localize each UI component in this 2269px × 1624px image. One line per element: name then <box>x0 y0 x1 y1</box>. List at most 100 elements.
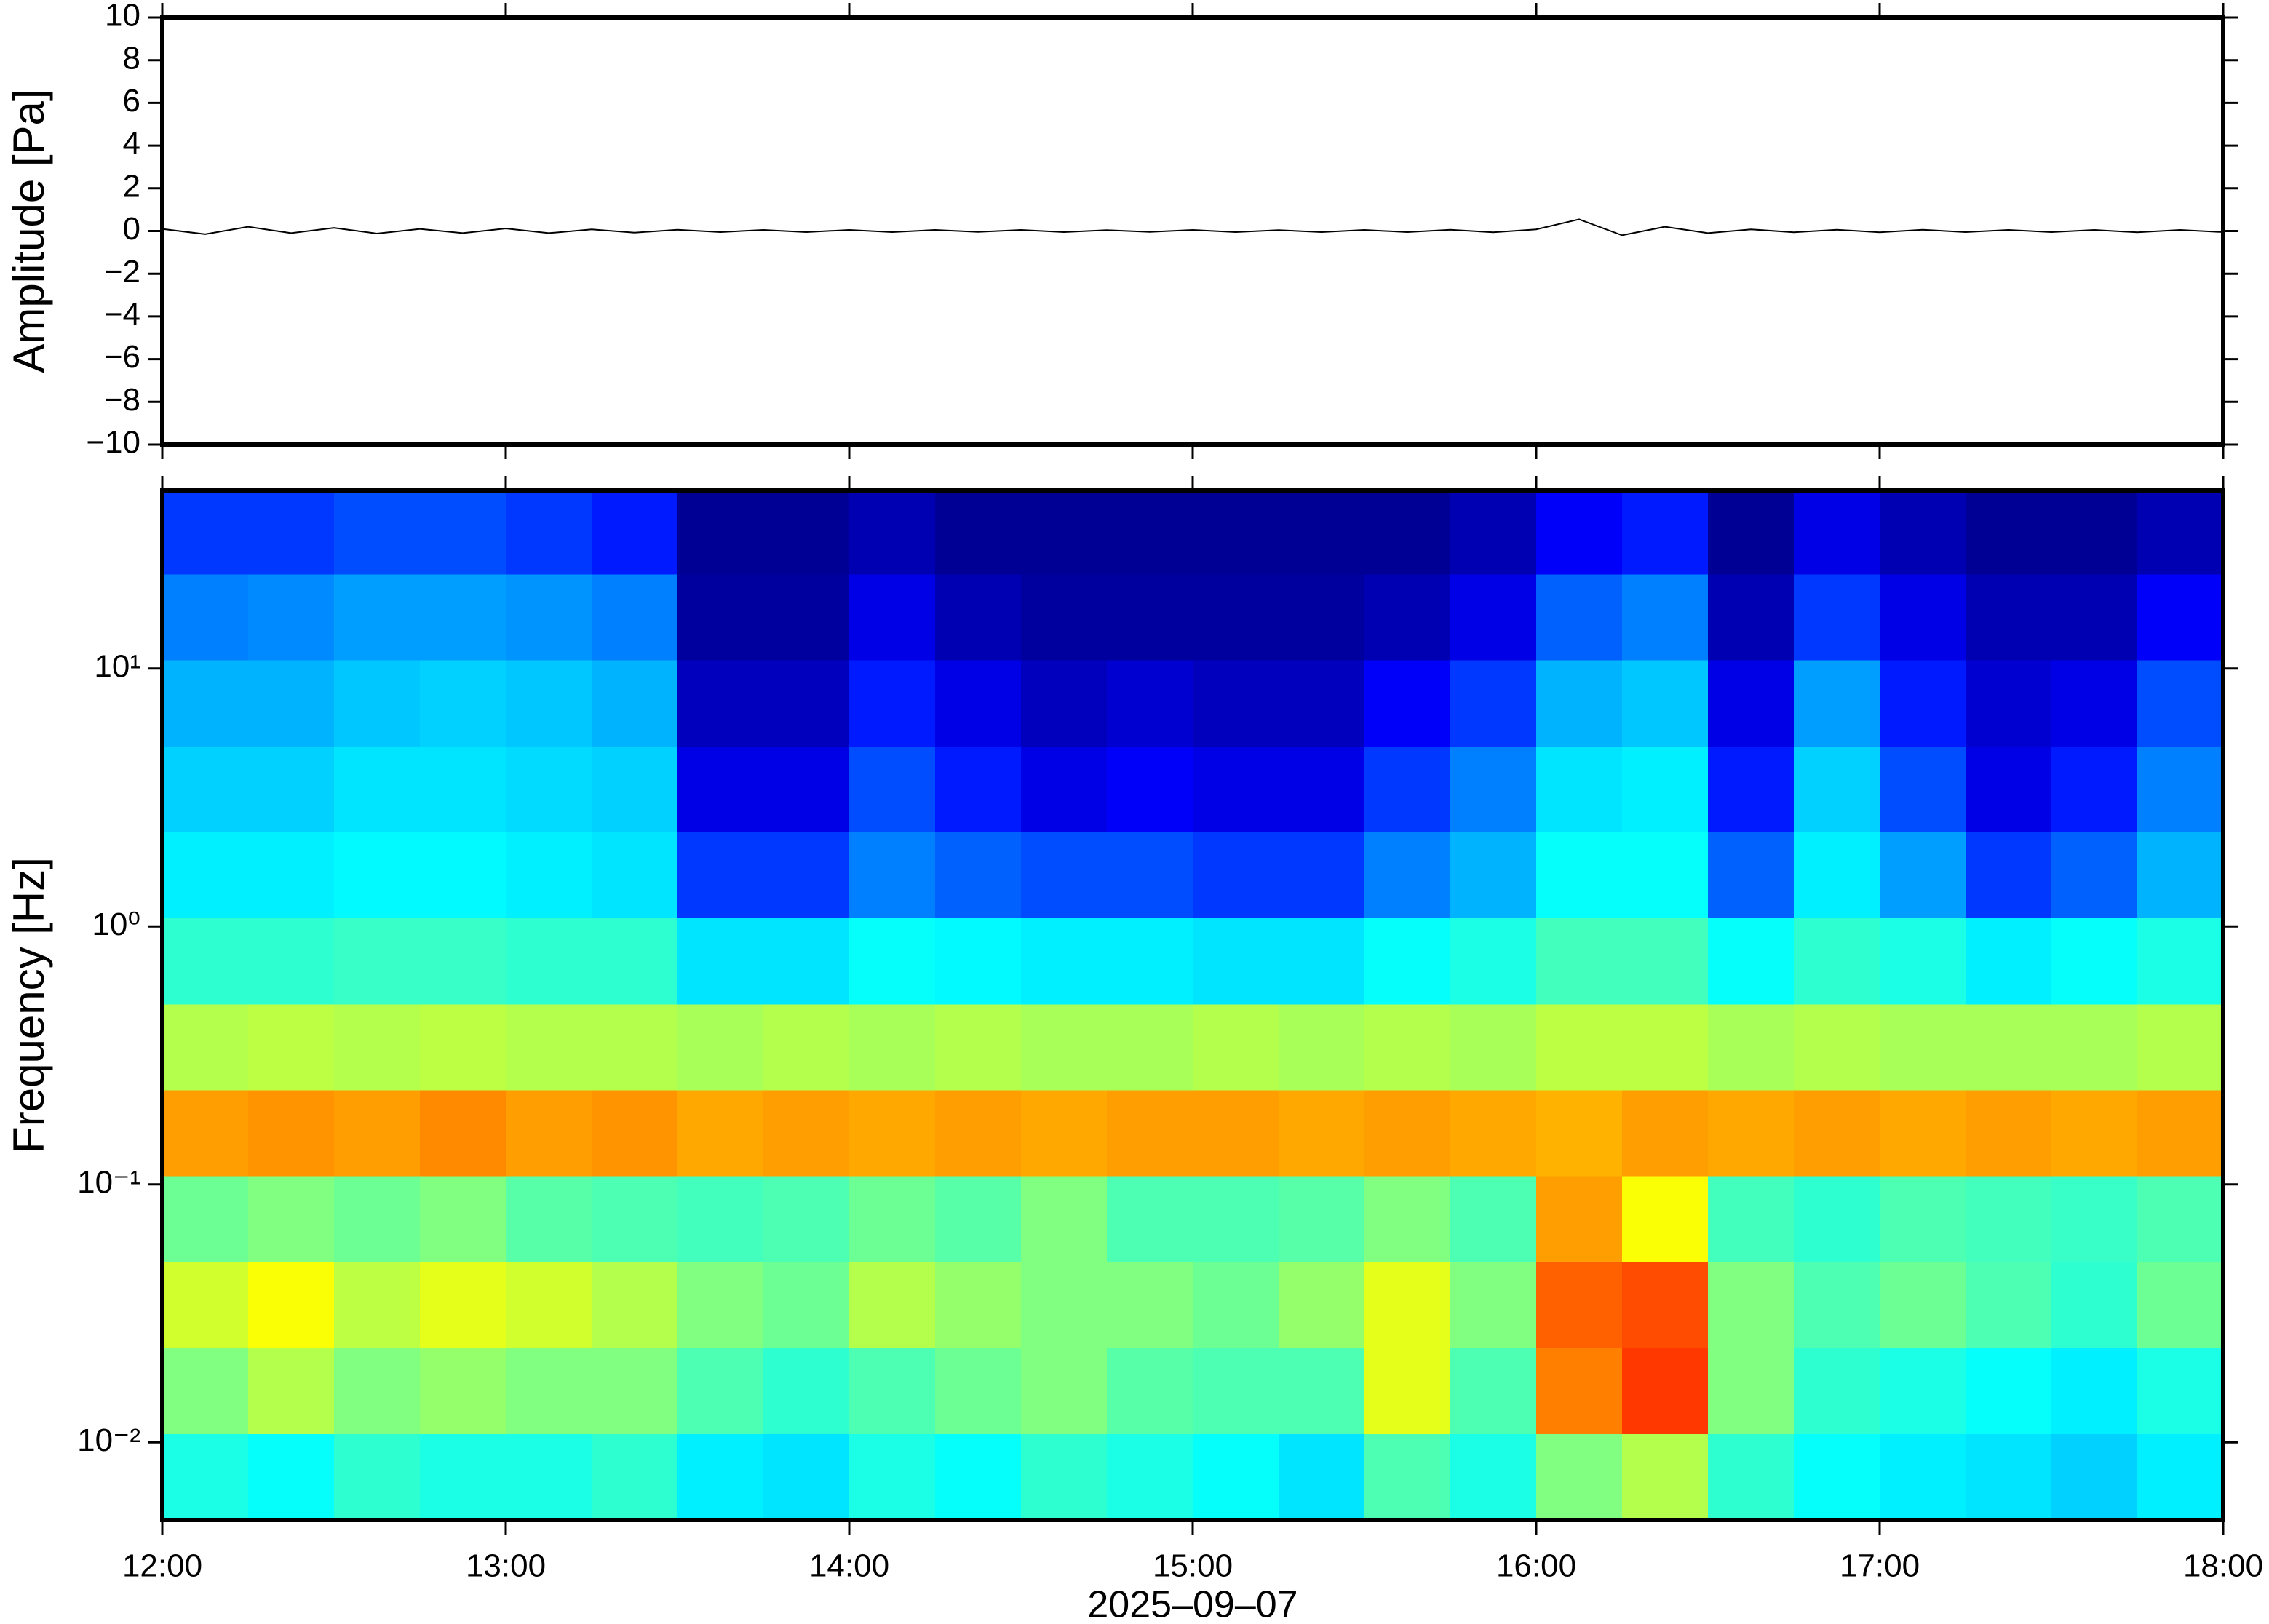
heatmap-cell <box>1021 1003 1108 1091</box>
heatmap-cell <box>592 1433 678 1521</box>
heatmap-cell <box>1880 832 1966 918</box>
heatmap-cell <box>1622 1090 1709 1177</box>
heatmap-cell <box>935 1003 1022 1091</box>
heatmap-cell <box>1622 746 1709 833</box>
heatmap-cell <box>677 490 764 575</box>
heatmap-cell <box>592 918 678 1005</box>
heatmap-cell <box>1536 832 1623 918</box>
heatmap-cell <box>2137 490 2224 575</box>
heatmap-cell <box>1364 1262 1451 1349</box>
heatmap-cell <box>1107 918 1193 1005</box>
heatmap-cell <box>334 832 421 918</box>
heatmap-cell <box>506 574 592 661</box>
heatmap-cell <box>1450 574 1537 661</box>
heatmap-cell <box>334 746 421 833</box>
heatmap-cell <box>1622 918 1709 1005</box>
y-tick-label: 2 <box>123 168 140 204</box>
y-axis-label: Frequency [Hz] <box>4 857 53 1153</box>
heatmap-cell <box>935 1262 1022 1349</box>
heatmap-cell <box>1880 1433 1966 1521</box>
heatmap-cell <box>506 832 592 918</box>
heatmap-cell <box>592 659 678 747</box>
heatmap-cell <box>1450 832 1537 918</box>
heatmap-cell <box>1622 1262 1709 1349</box>
x-tick-label: 12:00 <box>122 1548 202 1584</box>
heatmap-cell <box>1536 574 1623 661</box>
heatmap-cell <box>849 1348 936 1434</box>
heatmap-cell <box>849 1090 936 1177</box>
heatmap-cell <box>1107 574 1193 661</box>
heatmap-cell <box>1708 659 1795 747</box>
heatmap-cell <box>1279 1262 1365 1349</box>
heatmap-cell <box>2051 1433 2138 1521</box>
heatmap-cell <box>1966 490 2052 575</box>
heatmap-cell <box>420 1090 506 1177</box>
heatmap-cell <box>420 1003 506 1091</box>
x-tick-label: 15:00 <box>1153 1548 1233 1584</box>
x-tick-label: 18:00 <box>2183 1548 2263 1584</box>
heatmap-cell <box>162 746 249 833</box>
heatmap-cell <box>334 1090 421 1177</box>
heatmap-cell <box>849 1003 936 1091</box>
heatmap-cell <box>1880 1262 1966 1349</box>
heatmap-cell <box>592 1262 678 1349</box>
y-tick-label: −10 <box>86 425 140 461</box>
heatmap-cell <box>1794 1262 1880 1349</box>
heatmap-cell <box>248 1262 335 1349</box>
heatmap-cell <box>1107 1090 1193 1177</box>
heatmap-cell <box>248 1348 335 1434</box>
heatmap-cell <box>248 1175 335 1262</box>
y-tick-label: −6 <box>104 339 140 375</box>
heatmap-cell <box>1966 1262 2052 1349</box>
heatmap-cell <box>1966 746 2052 833</box>
heatmap-cell <box>1880 746 1966 833</box>
heatmap-cell <box>506 1090 592 1177</box>
heatmap-cell <box>1622 1003 1709 1091</box>
y-tick-label: 8 <box>123 40 140 76</box>
y-tick-label: −8 <box>104 382 140 418</box>
heatmap-cell <box>1021 1348 1108 1434</box>
heatmap-cell <box>849 1175 936 1262</box>
heatmap-cell <box>2137 1433 2224 1521</box>
heatmap-cell <box>2137 659 2224 747</box>
heatmap-cell <box>248 659 335 747</box>
heatmap-cell <box>849 1433 936 1521</box>
heatmap-cell <box>592 1175 678 1262</box>
heatmap-cell <box>1450 490 1537 575</box>
y-tick-label: 10⁻² <box>77 1422 140 1458</box>
heatmap-cell <box>1708 1433 1795 1521</box>
heatmap-cell <box>248 832 335 918</box>
heatmap-cell <box>1708 1175 1795 1262</box>
heatmap-cell <box>1279 832 1365 918</box>
heatmap-cell <box>1107 1003 1193 1091</box>
heatmap-cell <box>420 918 506 1005</box>
heatmap-cell <box>1794 746 1880 833</box>
heatmap-cell <box>1021 918 1108 1005</box>
x-tick-label: 16:00 <box>1496 1548 1576 1584</box>
heatmap-cell <box>1622 832 1709 918</box>
heatmap-cell <box>1364 1003 1451 1091</box>
heatmap-cell <box>1279 746 1365 833</box>
heatmap-cell <box>162 1175 249 1262</box>
heatmap-cell <box>1021 1175 1108 1262</box>
heatmap-cell <box>1536 918 1623 1005</box>
heatmap-cell <box>1364 1175 1451 1262</box>
heatmap-cell <box>1021 1262 1108 1349</box>
heatmap-cell <box>592 832 678 918</box>
heatmap-cell <box>2051 1003 2138 1091</box>
heatmap-cell <box>1794 918 1880 1005</box>
heatmap-cell <box>2051 746 2138 833</box>
heatmap-cell <box>763 1262 850 1349</box>
heatmap-cell <box>334 659 421 747</box>
heatmap-cell <box>677 1175 764 1262</box>
y-tick-label: 10⁰ <box>92 907 140 942</box>
heatmap-cell <box>1536 1348 1623 1434</box>
heatmap-cell <box>1364 659 1451 747</box>
heatmap-cell <box>162 1433 249 1521</box>
heatmap-cell <box>1794 490 1880 575</box>
heatmap-cell <box>1021 1090 1108 1177</box>
heatmap-cell <box>420 1433 506 1521</box>
heatmap-cell <box>334 1262 421 1349</box>
heatmap-cell <box>592 490 678 575</box>
